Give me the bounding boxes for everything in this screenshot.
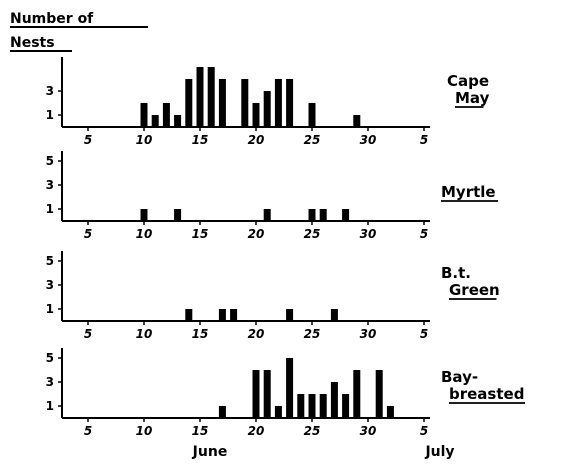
bar	[309, 394, 316, 418]
y-tick-label: 1	[46, 108, 54, 122]
x-tick-label: 20	[248, 327, 265, 341]
y-axis-label-line-1: Number of	[10, 11, 94, 27]
x-tick-label: 5	[420, 133, 428, 147]
bar	[253, 370, 260, 418]
x-tick-label: 30	[360, 424, 377, 438]
species-label: Cape	[447, 72, 489, 90]
bar	[152, 115, 159, 127]
x-tick-label: 15	[192, 133, 209, 147]
x-tick-label: 30	[360, 133, 377, 147]
x-tick-label: 25	[304, 327, 321, 341]
y-axis-label-line-2: Nests	[10, 35, 55, 51]
y-tick-label: 5	[46, 254, 54, 268]
bar	[376, 370, 383, 418]
x-tick-label: 15	[192, 227, 209, 241]
bar	[197, 67, 204, 127]
month-label-june: June	[192, 444, 228, 460]
bar	[309, 209, 316, 221]
bar	[141, 103, 148, 127]
x-tick-label: 10	[136, 227, 153, 241]
bar	[342, 394, 349, 418]
x-tick-label: 20	[248, 227, 265, 241]
y-tick-label: 3	[46, 278, 54, 292]
x-tick-label: 25	[304, 424, 321, 438]
bar	[275, 406, 282, 418]
bar	[241, 79, 248, 127]
bar	[331, 309, 338, 321]
species-label: breasted	[449, 385, 524, 403]
species-label: Bay-	[441, 368, 478, 386]
x-tick-label: 10	[136, 133, 153, 147]
bar	[331, 382, 338, 418]
bar	[219, 406, 226, 418]
bar	[174, 209, 181, 221]
bar	[275, 79, 282, 127]
panel-bay-breasted: 1 3 5 5 10 15 20 25 30 5 Bay-breasted	[46, 348, 525, 438]
panel-myrtle: 1 3 5 5 10 15 20 25 30 5 Myrtle	[46, 151, 498, 241]
x-tick-label: 5	[420, 424, 428, 438]
y-tick-label: 1	[46, 302, 54, 316]
x-tick-label: 5	[84, 424, 92, 438]
bar	[286, 79, 293, 127]
bar	[264, 209, 271, 221]
x-tick-label: 20	[248, 133, 265, 147]
species-label: Green	[449, 281, 500, 299]
bar	[163, 103, 170, 127]
y-tick-label: 1	[46, 399, 54, 413]
bar	[320, 394, 327, 418]
x-tick-label: 5	[84, 327, 92, 341]
bar	[174, 115, 181, 127]
bar	[219, 309, 226, 321]
species-label: B.t.	[441, 264, 471, 282]
bar	[264, 370, 271, 418]
y-tick-label: 3	[46, 375, 54, 389]
bar	[253, 103, 260, 127]
bar	[141, 209, 148, 221]
x-tick-label: 5	[84, 227, 92, 241]
bar	[320, 209, 327, 221]
panel-bt-green: 1 3 5 5 10 15 20 25 30 5 B.t.Green	[46, 251, 500, 341]
x-tick-label: 10	[136, 327, 153, 341]
y-tick-label: 5	[46, 351, 54, 365]
bar	[387, 406, 394, 418]
x-tick-label: 30	[360, 227, 377, 241]
x-tick-label: 15	[192, 424, 209, 438]
bar	[208, 67, 215, 127]
species-label: May	[455, 89, 490, 107]
x-tick-label: 20	[248, 424, 265, 438]
bar	[219, 79, 226, 127]
month-label-july: July	[424, 444, 454, 460]
bar	[185, 309, 192, 321]
y-tick-label: 1	[46, 202, 54, 216]
x-tick-label: 15	[192, 327, 209, 341]
y-tick-label: 5	[46, 154, 54, 168]
x-tick-label: 25	[304, 133, 321, 147]
bar	[309, 103, 316, 127]
x-tick-label: 30	[360, 327, 377, 341]
y-tick-label: 3	[46, 84, 54, 98]
bar	[297, 394, 304, 418]
x-tick-label: 25	[304, 227, 321, 241]
x-tick-label: 5	[84, 133, 92, 147]
x-tick-label: 5	[420, 327, 428, 341]
bar	[264, 91, 271, 127]
x-tick-label: 10	[136, 424, 153, 438]
bar	[286, 309, 293, 321]
bar	[286, 358, 293, 418]
bar	[342, 209, 349, 221]
bar	[230, 309, 237, 321]
x-tick-label: 5	[420, 227, 428, 241]
y-tick-label: 3	[46, 178, 54, 192]
bar	[353, 115, 360, 127]
bar	[353, 370, 360, 418]
species-label: Myrtle	[441, 183, 496, 201]
bar	[185, 79, 192, 127]
